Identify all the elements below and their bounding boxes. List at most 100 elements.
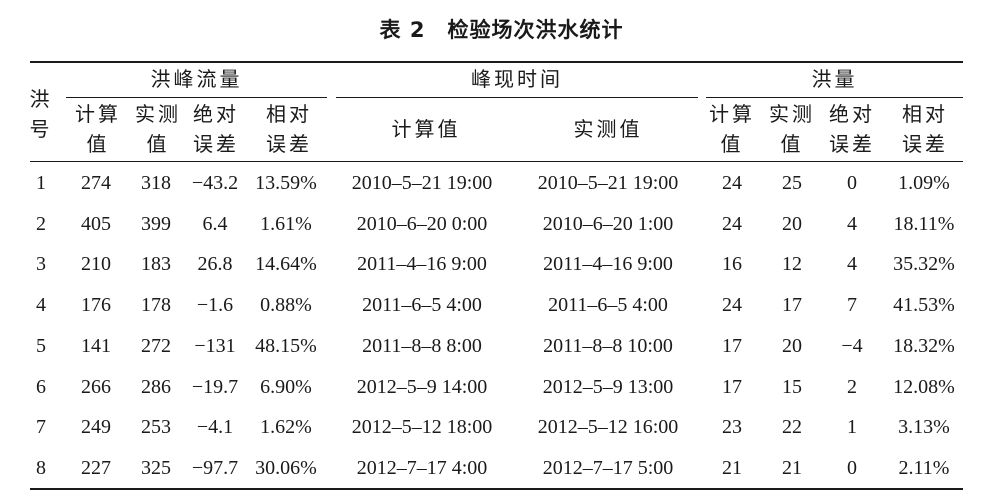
cell-time-measured: 2012–5–9 13:00 — [542, 376, 674, 398]
cell-peak-measured: 399 — [141, 213, 171, 235]
cell-volume-calc: 17 — [722, 376, 742, 398]
cell-volume-rel-error: 41.53% — [893, 294, 955, 316]
cell-volume-abs-error: 4 — [847, 253, 857, 275]
bottom-rule — [30, 488, 963, 490]
cell-volume-rel-error: 18.11% — [893, 213, 955, 235]
cell-volume-rel-error: 12.08% — [893, 376, 955, 398]
cell-volume-calc: 23 — [722, 416, 742, 438]
cell-peak-rel-error: 0.88% — [260, 294, 312, 316]
header-peak-calc-line2: 值 — [86, 132, 110, 156]
cell-time-calc: 2010–6–20 0:00 — [356, 213, 488, 235]
cell-time-measured: 2010–5–21 19:00 — [537, 172, 679, 194]
cell-peak-rel-error: 14.64% — [255, 253, 317, 275]
header-volume-measured: 实测 值 — [762, 99, 822, 159]
cell-peak-rel-error: 48.15% — [255, 335, 317, 357]
header-peak-abs-error: 绝对 误差 — [186, 99, 246, 159]
header-peak-rel-error-line1: 相对 — [266, 102, 312, 126]
table-caption: 检验场次洪水统计 — [447, 18, 624, 42]
header-volume-measured-line2: 值 — [780, 132, 804, 156]
cell-peak-calc: 266 — [81, 376, 111, 398]
cell-peak-abs-error: 6.4 — [202, 213, 228, 235]
cell-peak-abs-error: −19.7 — [191, 376, 239, 398]
cell-time-calc: 2010–5–21 19:00 — [351, 172, 493, 194]
cell-peak-abs-error: −97.7 — [191, 457, 239, 479]
cell-peak-abs-error: −1.6 — [196, 294, 234, 316]
header-volume-rel-error-line2: 误差 — [902, 132, 948, 156]
cell-peak-calc: 405 — [81, 213, 111, 235]
group-rule-volume — [706, 97, 963, 98]
cell-volume-measured: 17 — [782, 294, 802, 316]
cell-time-calc: 2012–5–9 14:00 — [356, 376, 488, 398]
cell-volume-calc: 24 — [722, 213, 742, 235]
cell-time-calc: 2012–7–17 4:00 — [356, 457, 488, 479]
header-peak-calc: 计算 值 — [68, 99, 128, 159]
cell-volume-abs-error: 7 — [847, 294, 857, 316]
cell-peak-measured: 178 — [141, 294, 171, 316]
cell-volume-abs-error: 2 — [847, 376, 857, 398]
cell-volume-rel-error: 35.32% — [893, 253, 955, 275]
cell-time-calc: 2011–4–16 9:00 — [357, 253, 487, 275]
cell-volume-rel-error: 18.32% — [893, 335, 955, 357]
header-group-peak-time: 峰现时间 — [471, 67, 563, 91]
header-time-calc: 计算值 — [391, 117, 461, 141]
cell-volume-calc: 16 — [722, 253, 742, 275]
cell-peak-abs-error: −43.2 — [191, 172, 239, 194]
cell-peak-calc: 141 — [81, 335, 111, 357]
cell-time-measured: 2012–5–12 16:00 — [537, 416, 679, 438]
cell-time-measured: 2011–6–5 4:00 — [548, 294, 668, 316]
header-peak-measured-line2: 值 — [146, 132, 170, 156]
cell-volume-calc: 21 — [722, 457, 742, 479]
cell-peak-measured: 183 — [141, 253, 171, 275]
header-volume-abs-error-line2: 误差 — [829, 132, 875, 156]
cell-peak-measured: 318 — [141, 172, 171, 194]
cell-volume-measured: 25 — [782, 172, 802, 194]
table-title: 表 2 检验场次洪水统计 — [0, 14, 1003, 44]
cell-volume-measured: 15 — [782, 376, 802, 398]
header-group-volume: 洪量 — [811, 67, 858, 91]
cell-volume-abs-error: 0 — [847, 172, 857, 194]
cell-peak-measured: 286 — [141, 376, 171, 398]
cell-time-measured: 2011–4–16 9:00 — [543, 253, 673, 275]
header-flood-no: 洪 号 — [28, 84, 54, 144]
header-peak-rel-error: 相对 误差 — [254, 99, 324, 159]
cell-volume-rel-error: 2.11% — [898, 457, 950, 479]
cell-peak-measured: 253 — [141, 416, 171, 438]
header-peak-abs-error-line1: 绝对 — [193, 102, 239, 126]
cell-time-measured: 2010–6–20 1:00 — [542, 213, 674, 235]
table-label: 表 2 — [379, 18, 426, 42]
cell-peak-calc: 210 — [81, 253, 111, 275]
cell-peak-rel-error: 1.62% — [260, 416, 312, 438]
header-time-measured: 实测值 — [573, 117, 643, 141]
header-peak-measured: 实测 值 — [128, 99, 188, 159]
cell-volume-measured: 21 — [782, 457, 802, 479]
cell-volume-measured: 20 — [782, 213, 802, 235]
group-rule-peak-time — [336, 97, 698, 98]
header-group-peak-flow: 洪峰流量 — [150, 67, 243, 91]
cell-flood-no: 8 — [36, 457, 46, 479]
cell-volume-measured: 22 — [782, 416, 802, 438]
cell-peak-measured: 272 — [141, 335, 171, 357]
cell-volume-calc: 17 — [722, 335, 742, 357]
header-volume-abs-error-line1: 绝对 — [829, 102, 875, 126]
cell-volume-rel-error: 3.13% — [898, 416, 950, 438]
cell-peak-abs-error: −4.1 — [196, 416, 234, 438]
cell-flood-no: 6 — [36, 376, 46, 398]
cell-volume-abs-error: 0 — [847, 457, 857, 479]
cell-volume-abs-error: 1 — [847, 416, 857, 438]
header-volume-calc-line2: 值 — [720, 132, 744, 156]
cell-peak-rel-error: 6.90% — [260, 376, 312, 398]
cell-flood-no: 2 — [36, 213, 46, 235]
header-peak-measured-line1: 实测 — [135, 102, 181, 126]
cell-peak-rel-error: 30.06% — [255, 457, 317, 479]
top-rule — [30, 61, 963, 63]
cell-peak-calc: 274 — [81, 172, 111, 194]
cell-peak-rel-error: 13.59% — [255, 172, 317, 194]
header-flood-no-line2: 号 — [29, 117, 53, 141]
cell-peak-rel-error: 1.61% — [260, 213, 312, 235]
cell-flood-no: 5 — [36, 335, 46, 357]
cell-volume-measured: 20 — [782, 335, 802, 357]
cell-volume-calc: 24 — [722, 294, 742, 316]
cell-peak-abs-error: −131 — [194, 335, 236, 357]
cell-peak-calc: 249 — [81, 416, 111, 438]
